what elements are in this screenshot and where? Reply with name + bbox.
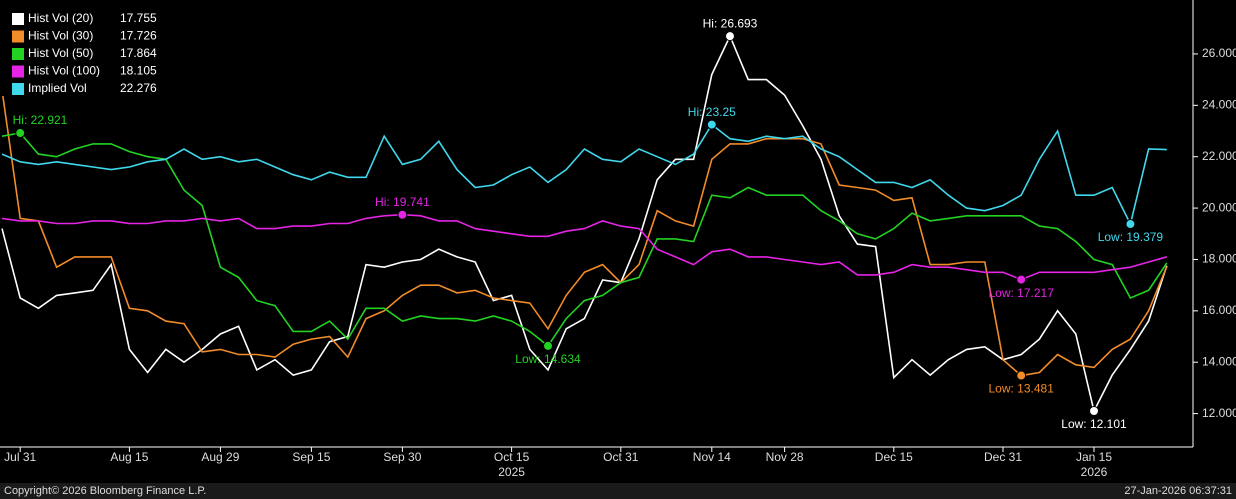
footer-timestamp: 27-Jan-2026 06:37:31 bbox=[1124, 485, 1232, 497]
legend-swatch bbox=[12, 48, 24, 60]
legend-value: 18.105 bbox=[120, 64, 157, 78]
y-tick-label: 12.000 bbox=[1202, 406, 1236, 420]
legend-name: Hist Vol (20) bbox=[28, 11, 93, 25]
y-tick-label: 20.000 bbox=[1202, 200, 1236, 214]
legend-name: Hist Vol (100) bbox=[28, 64, 100, 78]
extreme-label: Hi: 26.693 bbox=[703, 16, 758, 30]
extreme-label: Low: 14.634 bbox=[515, 352, 581, 366]
extreme-marker bbox=[1016, 274, 1027, 285]
y-tick-label: 26.000 bbox=[1202, 46, 1236, 60]
extreme-label: Low: 17.217 bbox=[989, 286, 1055, 300]
y-tick-label: 24.000 bbox=[1202, 97, 1236, 111]
series-line bbox=[1, 123, 1167, 227]
x-tick-label: Oct 15 bbox=[494, 450, 530, 464]
legend-value: 22.276 bbox=[120, 81, 157, 95]
y-tick-label: 16.000 bbox=[1202, 303, 1236, 317]
extreme-label: Hi: 23.25 bbox=[688, 105, 736, 119]
extreme-marker bbox=[725, 31, 735, 42]
y-tick-label: 18.000 bbox=[1202, 252, 1236, 266]
legend-swatch bbox=[12, 83, 24, 95]
x-tick-label: Aug 29 bbox=[201, 450, 239, 464]
extreme-marker bbox=[1125, 219, 1136, 230]
series-line bbox=[1, 213, 1168, 281]
extreme-marker bbox=[706, 119, 717, 130]
extreme-label: Hi: 22.921 bbox=[13, 113, 68, 127]
legend-swatch bbox=[12, 65, 24, 78]
footer-bar bbox=[0, 483, 1236, 499]
legend-value: 17.755 bbox=[120, 11, 157, 25]
legend-swatch bbox=[12, 13, 24, 25]
x-year-label: 2025 bbox=[498, 465, 525, 479]
extreme-label: Low: 19.379 bbox=[1098, 230, 1164, 244]
extreme-label: Low: 12.101 bbox=[1061, 417, 1127, 431]
extreme-marker bbox=[1089, 406, 1099, 417]
legend-name: Hist Vol (50) bbox=[28, 46, 93, 60]
series-line bbox=[1, 34, 1168, 414]
extreme-marker bbox=[1016, 370, 1027, 381]
legend-swatch bbox=[12, 30, 24, 43]
x-tick-label: Jan 15 bbox=[1076, 450, 1112, 464]
legend-value: 17.864 bbox=[120, 46, 157, 60]
y-tick-label: 14.000 bbox=[1202, 354, 1236, 368]
legend-name: Implied Vol bbox=[28, 81, 87, 95]
footer-copyright: Copyright© 2026 Bloomberg Finance L.P. bbox=[4, 485, 206, 497]
x-tick-label: Sep 15 bbox=[292, 450, 330, 464]
x-tick-label: Nov 28 bbox=[766, 450, 804, 464]
series-line bbox=[1, 89, 1168, 377]
legend-box bbox=[0, 0, 166, 96]
legend-value: 17.726 bbox=[120, 29, 157, 43]
x-tick-label: Dec 15 bbox=[875, 450, 913, 464]
x-year-label: 2026 bbox=[1081, 465, 1108, 479]
y-tick-label: 22.000 bbox=[1202, 149, 1236, 163]
extreme-marker bbox=[397, 209, 408, 220]
x-tick-label: Sep 30 bbox=[383, 450, 421, 464]
x-tick-label: Nov 14 bbox=[693, 450, 731, 464]
legend-name: Hist Vol (30) bbox=[28, 29, 93, 43]
extreme-marker bbox=[15, 128, 26, 139]
extreme-label: Hi: 19.741 bbox=[375, 195, 430, 209]
extreme-marker bbox=[543, 340, 553, 351]
series-line bbox=[1, 132, 1168, 348]
x-tick-label: Jul 31 bbox=[4, 450, 36, 464]
x-tick-label: Oct 31 bbox=[603, 450, 639, 464]
x-tick-label: Dec 31 bbox=[984, 450, 1022, 464]
extreme-label: Low: 13.481 bbox=[989, 382, 1055, 396]
x-tick-label: Aug 15 bbox=[110, 450, 148, 464]
